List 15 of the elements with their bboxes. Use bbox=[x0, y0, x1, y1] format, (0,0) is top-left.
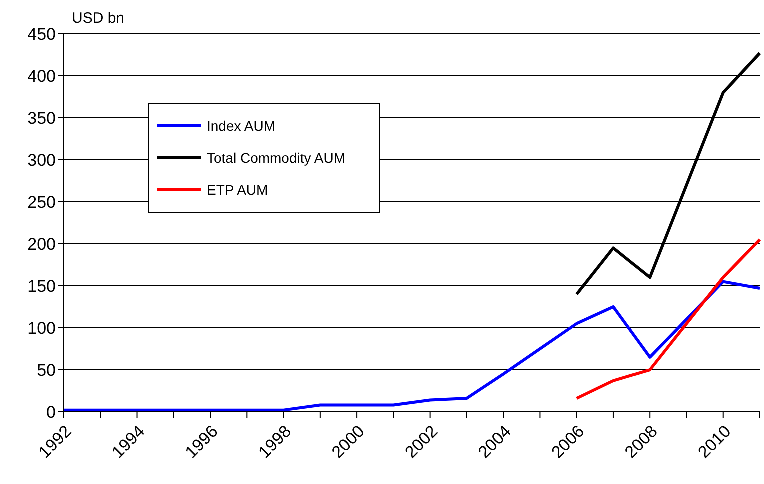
y-tick-label: 0 bbox=[46, 403, 56, 422]
y-tick-label: 250 bbox=[28, 193, 56, 212]
legend-label: ETP AUM bbox=[207, 181, 268, 200]
line-series bbox=[575, 238, 762, 400]
legend-label: Index AUM bbox=[207, 117, 276, 136]
legend-label: Total Commodity AUM bbox=[207, 149, 346, 168]
y-tick-label: 350 bbox=[28, 109, 56, 128]
y-tick-label: 150 bbox=[28, 277, 56, 296]
y-tick-label: 300 bbox=[28, 151, 56, 170]
y-tick-label: 450 bbox=[28, 25, 56, 44]
y-tick-label: 100 bbox=[28, 319, 56, 338]
y-tick-label: 400 bbox=[28, 67, 56, 86]
y-tick-label: 50 bbox=[37, 361, 56, 380]
y-axis-title: USD bn bbox=[72, 10, 125, 27]
y-tick-label: 200 bbox=[28, 235, 56, 254]
